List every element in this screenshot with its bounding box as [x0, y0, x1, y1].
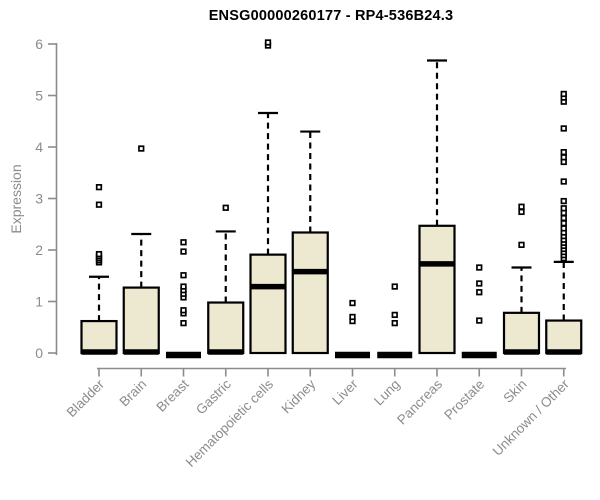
- outlier-point: [180, 307, 187, 314]
- outlier-point: [476, 264, 483, 271]
- x-category-label-kidney: Kidney: [279, 376, 319, 416]
- outlier-point: [560, 90, 567, 98]
- outlier-point: [518, 241, 525, 249]
- outlier-point: [518, 208, 525, 216]
- x-category-label-prostate: Prostate: [441, 377, 487, 423]
- x-category-label-brain: Brain: [116, 377, 149, 410]
- y-tick-label-5: 5: [35, 88, 43, 104]
- boxplot-gastric: [207, 204, 245, 355]
- outlier-point: [180, 319, 187, 327]
- boxplot-hematopoietic-cells: [249, 39, 287, 355]
- outlier-point: [349, 299, 356, 307]
- box: [207, 301, 245, 355]
- boxplot-unknown-other: [545, 90, 583, 355]
- boxplot-breast: [166, 239, 201, 359]
- y-tick-label-0: 0: [35, 345, 43, 361]
- y-tick-label-1: 1: [35, 294, 43, 310]
- outlier-point: [95, 250, 103, 258]
- box: [545, 319, 583, 355]
- outlier-point: [95, 184, 103, 191]
- outlier-point: [560, 214, 567, 222]
- boxplot-pancreas: [418, 59, 456, 355]
- x-category-label-skin: Skin: [500, 377, 529, 406]
- x-category-label-gastric: Gastric: [193, 376, 234, 417]
- outlier-point: [560, 225, 567, 232]
- box: [249, 253, 287, 355]
- box: [122, 286, 160, 355]
- outlier-point: [560, 197, 567, 205]
- box: [418, 224, 456, 355]
- outlier-point: [518, 203, 525, 210]
- outlier-point: [138, 145, 145, 152]
- boxplot-bladder: [80, 184, 118, 355]
- boxplot-liver: [335, 299, 370, 359]
- outlier-point: [180, 283, 187, 290]
- box: [502, 311, 541, 355]
- outlier-point: [476, 317, 483, 324]
- outlier-point: [95, 201, 103, 208]
- outlier-point: [391, 319, 398, 327]
- chart-title: ENSG00000260177 - RP4-536B24.3: [208, 8, 454, 24]
- y-axis-title: Expression: [8, 164, 24, 234]
- x-category-label-lung: Lung: [371, 377, 403, 409]
- x-category-label-unknown-other: Unknown / Other: [490, 376, 573, 459]
- outlier-point: [560, 125, 567, 132]
- y-tick-label-2: 2: [35, 242, 43, 258]
- boxplot-brain: [122, 145, 160, 355]
- boxplot-kidney: [291, 130, 329, 355]
- box: [291, 231, 329, 355]
- x-category-label-pancreas: Pancreas: [394, 376, 445, 427]
- outlier-point: [560, 220, 567, 227]
- boxplot-skin: [502, 203, 541, 355]
- y-tick-label-4: 4: [35, 139, 43, 155]
- boxplot-lung: [377, 283, 413, 359]
- outlier-point: [264, 39, 272, 46]
- outlier-point: [560, 154, 567, 161]
- outlier-point: [180, 272, 187, 279]
- outlier-point: [476, 289, 483, 296]
- y-tick-label-6: 6: [35, 36, 43, 52]
- x-category-label-breast: Breast: [153, 376, 191, 414]
- outlier-point: [180, 239, 187, 246]
- outlier-point: [180, 248, 187, 255]
- outlier-point: [476, 280, 483, 287]
- outlier-point: [222, 204, 229, 211]
- box: [80, 319, 118, 355]
- x-category-label-liver: Liver: [329, 376, 361, 408]
- y-tick-label-3: 3: [35, 191, 43, 207]
- outlier-point: [560, 205, 567, 212]
- outlier-point: [560, 178, 567, 185]
- outlier-point: [391, 311, 398, 319]
- outlier-point: [391, 283, 398, 290]
- boxplot-prostate: [461, 264, 497, 359]
- outlier-point: [349, 313, 356, 321]
- outlier-point: [560, 149, 567, 156]
- x-category-label-bladder: Bladder: [64, 376, 108, 420]
